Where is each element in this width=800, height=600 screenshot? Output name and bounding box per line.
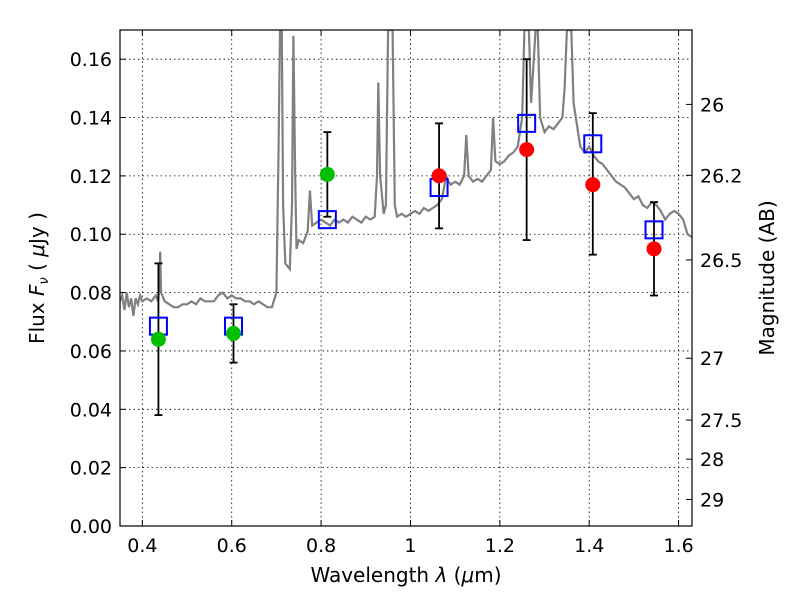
x-tick-label: 0.8 [306, 535, 336, 557]
axis-ticks: 0.4 0.6 0.8 1 1.2 1.4 1.6 0.00 0.02 0.04 0.06 0.08 0… [70, 30, 742, 557]
x-tick-label: 1.2 [485, 535, 515, 557]
y2-tick-label: 26.5 [700, 250, 742, 272]
data-markers [148, 58, 664, 417]
y-tick-label: 0.06 [70, 341, 112, 363]
y2-tick-label: 28 [700, 449, 724, 471]
observed-point-red [646, 241, 662, 257]
y-tick-label: 0.10 [70, 224, 112, 246]
observed-point-green [319, 166, 335, 182]
x-tick-label: 0.6 [217, 535, 247, 557]
observed-point-green [150, 331, 166, 347]
y2-tick-label: 26 [700, 94, 724, 116]
plot-area [120, 30, 692, 417]
y-tick-label: 0.02 [70, 458, 112, 480]
y-tick-label: 0.08 [70, 283, 112, 305]
x-tick-label: 1.6 [663, 535, 693, 557]
plot-frame [119, 29, 693, 527]
y2-tick-label: 26.2 [700, 165, 742, 187]
observed-point-red [431, 168, 447, 184]
model-photometry-square [517, 113, 537, 133]
observed-point-green [226, 325, 242, 341]
model-photometry-square [644, 220, 664, 240]
observed-point-red [519, 142, 535, 158]
y-axis-label: Flux Fν ( μJy ) [25, 212, 52, 344]
observed-point-red [585, 177, 601, 193]
y-tick-label: 0.12 [70, 166, 112, 188]
x-axis-label: Wavelength λ (μm) [310, 563, 501, 587]
y-tick-label: 0.16 [70, 49, 112, 71]
y-tick-label: 0.00 [70, 516, 112, 538]
grid-lines [120, 30, 692, 527]
y2-axis-label: Magnitude (AB) [755, 200, 779, 355]
model-spectrum-line [120, 30, 692, 317]
y2-tick-label: 29 [700, 489, 724, 511]
y2-tick-label: 27.5 [700, 410, 742, 432]
x-tick-label: 1 [404, 535, 416, 557]
y-tick-label: 0.04 [70, 399, 112, 421]
model-photometry-square [317, 210, 337, 230]
x-tick-label: 1.4 [574, 535, 604, 557]
model-photometry-square [583, 134, 603, 154]
x-tick-label: 0.4 [127, 535, 157, 557]
y-tick-label: 0.14 [70, 108, 112, 130]
y2-tick-label: 27 [700, 348, 724, 370]
